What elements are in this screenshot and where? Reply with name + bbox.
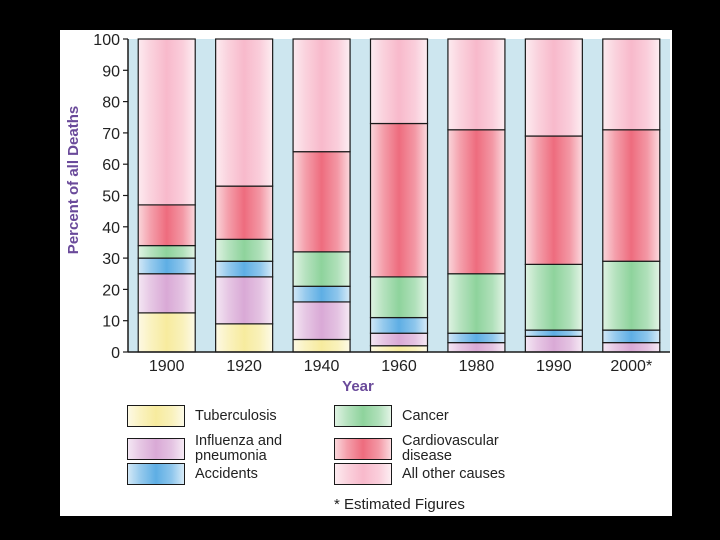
bar-segment xyxy=(447,342,506,353)
y-axis-label: Percent of all Deaths xyxy=(65,106,82,254)
bar-segment xyxy=(215,276,274,325)
bar-segment xyxy=(602,260,661,331)
y-tick-label: 90 xyxy=(102,63,120,80)
bar-segment xyxy=(292,285,351,303)
bar-segment xyxy=(369,345,429,353)
x-tick-label: 1940 xyxy=(304,358,340,375)
legend-item: Accidents xyxy=(127,463,258,485)
x-tick-label: 1990 xyxy=(536,358,572,375)
bar-segment xyxy=(369,122,429,278)
bar-segment xyxy=(292,251,351,287)
legend-swatch xyxy=(334,438,392,460)
bar-segment xyxy=(447,332,506,344)
legend-label: Accidents xyxy=(195,465,258,482)
bar-segment xyxy=(369,316,429,334)
y-tick-label: 80 xyxy=(102,95,120,112)
bar-segment xyxy=(215,323,274,353)
y-tick-label: 10 xyxy=(102,314,120,331)
y-tick-label: 50 xyxy=(102,189,120,206)
bar-segment xyxy=(137,204,196,247)
bar-segment xyxy=(369,276,429,319)
bar-segment xyxy=(524,335,583,353)
bar-segment xyxy=(137,38,196,206)
y-tick-label: 40 xyxy=(102,220,120,237)
bars-group xyxy=(137,38,661,353)
legend-label: Influenza and pneumonia xyxy=(195,433,283,464)
legend-item: Influenza and pneumonia xyxy=(127,434,282,464)
bar-segment xyxy=(292,338,351,353)
y-tick-label: 30 xyxy=(102,251,120,268)
footnote: * Estimated Figures xyxy=(334,496,465,513)
legend-swatch xyxy=(334,405,392,427)
x-tick-label: 1960 xyxy=(381,358,417,375)
legend-swatch xyxy=(127,463,185,485)
legend-label: Tuberculosis xyxy=(195,407,277,424)
y-tick-label: 0 xyxy=(111,345,120,362)
x-tick-label: 2000* xyxy=(610,358,652,375)
bar-segment xyxy=(215,38,274,187)
bar-segment xyxy=(524,38,583,137)
legend-item: Tuberculosis xyxy=(127,405,277,427)
chart-panel: 1900 1920 1940 1960 1980 1990 2000* 0 10 20 30 40 50… xyxy=(60,30,672,516)
legend-item: Cancer xyxy=(334,405,449,427)
x-axis-label: Year xyxy=(342,378,374,395)
bar-segment xyxy=(524,135,583,265)
bar-segment xyxy=(524,329,583,337)
bar-segment xyxy=(137,312,196,353)
bar-segment xyxy=(137,273,196,314)
bar-segment xyxy=(524,263,583,331)
bar-segment xyxy=(292,38,351,153)
bar-segment xyxy=(215,238,274,262)
bar-segment xyxy=(447,38,506,131)
legend-item: All other causes xyxy=(334,463,505,485)
legend-swatch xyxy=(334,463,392,485)
bar-segment xyxy=(447,273,506,334)
y-tick-label: 70 xyxy=(102,126,120,143)
stacked-bar-chart: 1900 1920 1940 1960 1980 1990 2000* 0 10 20 30 40 50… xyxy=(65,32,670,395)
bar-segment xyxy=(447,129,506,275)
bar-segment xyxy=(369,332,429,347)
bar-segment xyxy=(292,301,351,341)
bar-segment xyxy=(215,260,274,278)
bar-segment xyxy=(137,257,196,275)
bar-segment xyxy=(292,151,351,253)
bar-segment xyxy=(137,244,196,259)
legend-swatch xyxy=(127,405,185,427)
legend-label: Cancer xyxy=(402,407,449,424)
x-tick-label: 1920 xyxy=(226,358,262,375)
y-tick-label: 20 xyxy=(102,282,120,299)
bar-segment xyxy=(602,329,661,344)
bar-segment xyxy=(602,38,661,131)
y-tick-label: 60 xyxy=(102,157,120,174)
legend-label: All other causes xyxy=(402,465,506,482)
x-tick-label: 1900 xyxy=(149,358,185,375)
y-tick-label: 100 xyxy=(93,32,120,49)
legend-swatch xyxy=(127,438,185,460)
bar-segment xyxy=(215,185,274,240)
legend-label: Cardiovascular disease xyxy=(402,433,499,464)
bar-segment xyxy=(369,38,429,125)
axes-group: 1900 1920 1940 1960 1980 1990 2000* 0 10 20 30 40 50… xyxy=(93,32,670,375)
bar-segment xyxy=(602,342,661,353)
bar-segment xyxy=(602,129,661,262)
legend-item: Cardiovascular disease xyxy=(334,434,499,464)
x-tick-label: 1980 xyxy=(459,358,495,375)
